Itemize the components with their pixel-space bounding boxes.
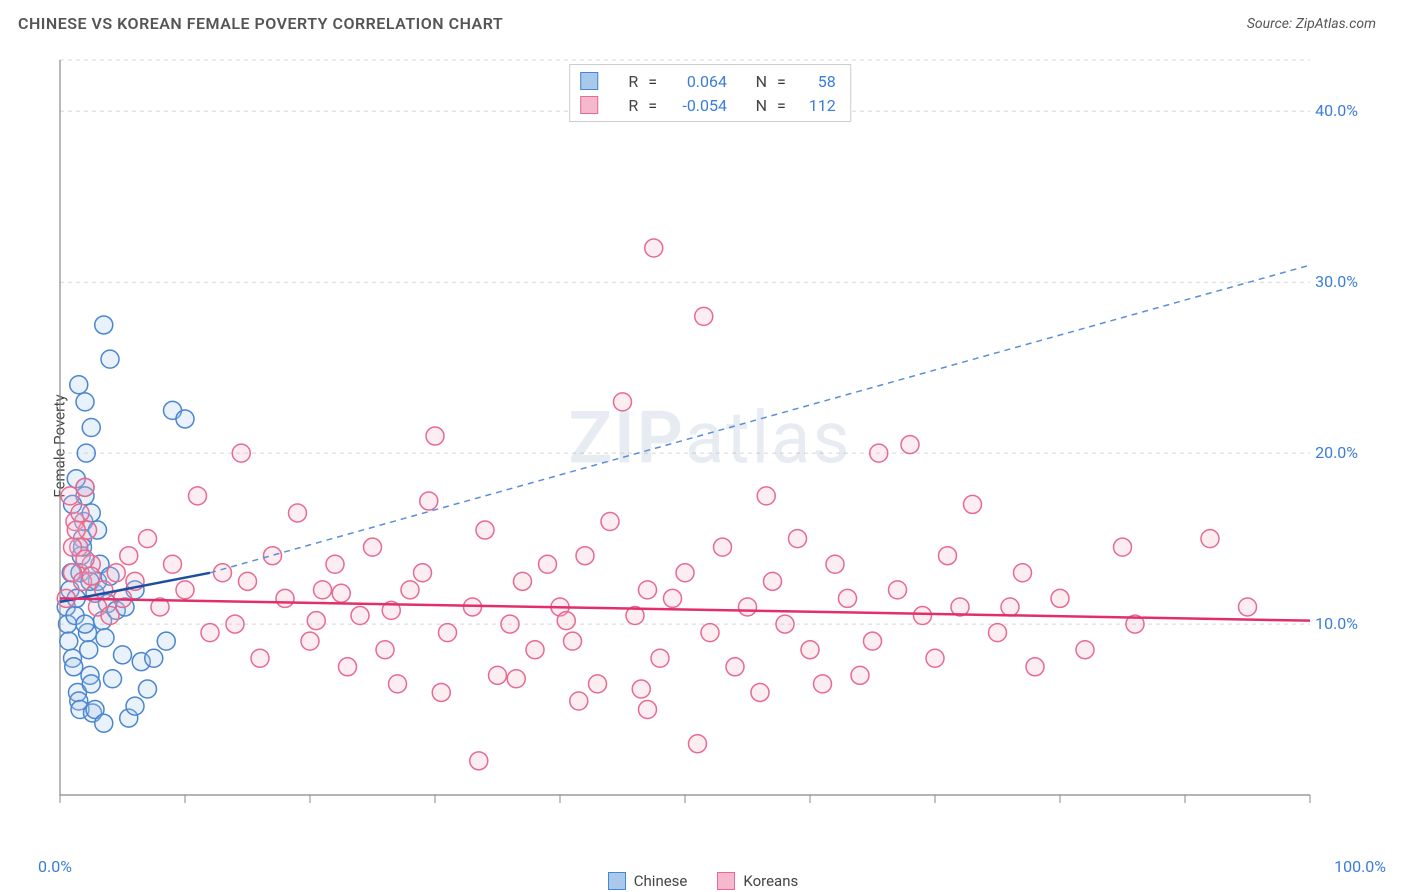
scatter-plot-svg bbox=[50, 50, 1370, 825]
legend-item-koreans: Koreans bbox=[717, 872, 798, 890]
equals-sign: = bbox=[777, 96, 786, 115]
legend-swatch-koreans bbox=[717, 872, 735, 890]
stats-row-koreans: R = -0.054 N = 112 bbox=[580, 93, 836, 117]
y-tick-label: 40.0% bbox=[1315, 101, 1358, 120]
legend-item-chinese: Chinese bbox=[608, 872, 688, 890]
y-tick-label: 20.0% bbox=[1315, 443, 1358, 462]
chart-container: CHINESE VS KOREAN FEMALE POVERTY CORRELA… bbox=[0, 0, 1406, 892]
source-attribution: Source: ZipAtlas.com bbox=[1247, 16, 1376, 32]
source-name: ZipAtlas.com bbox=[1296, 16, 1376, 32]
y-tick-label: 30.0% bbox=[1315, 272, 1358, 291]
r-value-koreans: -0.054 bbox=[667, 96, 727, 115]
legend-swatch-chinese bbox=[608, 872, 626, 890]
stats-row-chinese: R = 0.064 N = 58 bbox=[580, 69, 836, 93]
stats-swatch-koreans bbox=[580, 96, 598, 114]
r-label: R bbox=[608, 96, 638, 115]
plot-area: ZIPatlas R = 0.064 N = 58 R = -0.054 N =… bbox=[50, 50, 1370, 825]
n-label: N bbox=[737, 96, 767, 115]
r-label: R bbox=[608, 72, 638, 91]
legend-label-chinese: Chinese bbox=[634, 872, 688, 890]
equals-sign: = bbox=[648, 96, 657, 115]
n-value-chinese: 58 bbox=[796, 72, 836, 91]
correlation-stats-box: R = 0.064 N = 58 R = -0.054 N = 112 bbox=[569, 64, 851, 122]
n-value-koreans: 112 bbox=[796, 96, 836, 115]
equals-sign: = bbox=[777, 72, 786, 91]
chart-title: CHINESE VS KOREAN FEMALE POVERTY CORRELA… bbox=[18, 14, 503, 33]
y-tick-label: 10.0% bbox=[1315, 614, 1358, 633]
n-label: N bbox=[737, 72, 767, 91]
legend-bottom: Chinese Koreans bbox=[0, 872, 1406, 890]
equals-sign: = bbox=[648, 72, 657, 91]
title-row: CHINESE VS KOREAN FEMALE POVERTY CORRELA… bbox=[0, 0, 1406, 33]
r-value-chinese: 0.064 bbox=[667, 72, 727, 91]
source-prefix: Source: bbox=[1247, 16, 1296, 32]
legend-label-koreans: Koreans bbox=[743, 872, 798, 890]
stats-swatch-chinese bbox=[580, 72, 598, 90]
